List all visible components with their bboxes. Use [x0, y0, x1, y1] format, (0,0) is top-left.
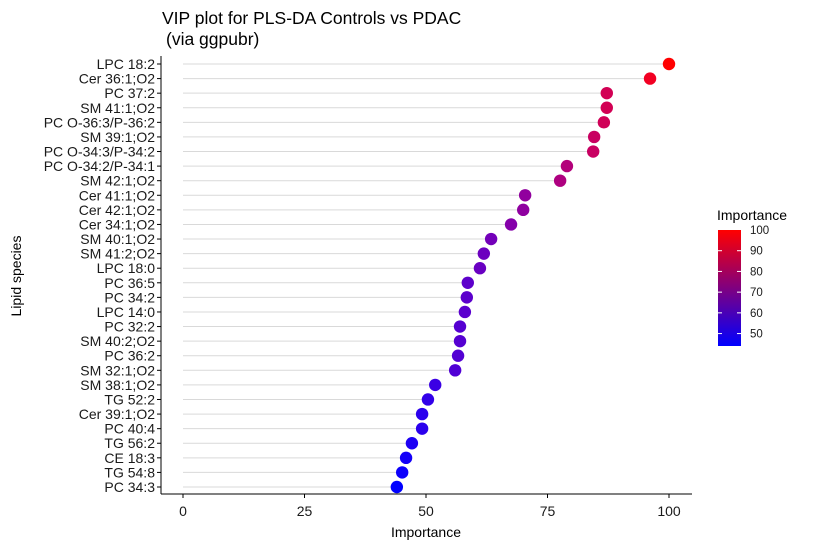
data-point: [390, 480, 404, 494]
y-tick-label: SM 42:1;O2: [80, 173, 155, 189]
data-point: [553, 174, 567, 187]
y-tick-label: Cer 36:1;O2: [79, 71, 155, 87]
y-tick-label: TG 54:8: [104, 464, 155, 480]
legend-tick-label: 80: [750, 266, 763, 278]
x-tick-label: 0: [179, 503, 187, 519]
data-point: [460, 291, 474, 304]
legend-title: Importance: [717, 207, 787, 223]
y-axis-label: Lipid species: [8, 236, 24, 317]
y-tick-label: PC 34:3: [104, 479, 155, 495]
y-tick-label: LPC 18:0: [97, 260, 156, 276]
y-tick-label: Cer 41:1;O2: [79, 187, 155, 203]
y-tick-label: PC O-34:2/P-34:1: [44, 158, 155, 174]
data-point: [429, 378, 442, 392]
y-tick-label: LPC 14:0: [97, 304, 156, 320]
y-tick-label: TG 52:2: [104, 391, 155, 407]
legend: Importance 50 60 70 80 90 100: [717, 207, 787, 346]
y-tick-label: SM 41:2;O2: [80, 246, 155, 262]
data-point: [461, 276, 474, 289]
data-point: [421, 393, 435, 406]
legend-tick-label: 70: [750, 287, 763, 299]
data-point: [451, 349, 465, 362]
data-point: [600, 101, 613, 114]
y-tick-label: PC 40:4: [104, 421, 155, 437]
y-tick-label: TG 56:2: [104, 435, 155, 451]
x-tick-label: 100: [657, 503, 681, 519]
data-point: [504, 218, 518, 231]
legend-tick-label: 100: [750, 225, 769, 237]
data-point: [395, 466, 409, 479]
segment-layer: [183, 63, 669, 488]
data-point: [473, 262, 487, 275]
y-tick-label: Cer 34:1;O2: [79, 216, 155, 232]
legend-tick-label: 60: [750, 308, 763, 320]
y-tick-label: LPC 18:2: [97, 56, 156, 72]
y-tick-label: Cer 42:1;O2: [79, 202, 155, 218]
data-point: [597, 116, 611, 129]
y-tick-label: SM 39:1;O2: [80, 129, 155, 145]
data-point: [586, 145, 600, 158]
data-point: [453, 320, 467, 333]
y-tick-label: PC 36:5: [104, 275, 155, 291]
x-tick-label: 50: [418, 503, 434, 519]
data-point: [518, 189, 532, 202]
data-point: [458, 305, 472, 319]
y-tick-label: PC 37:2: [104, 85, 155, 101]
x-tick-label: 25: [297, 503, 313, 519]
data-point: [587, 130, 601, 144]
legend-tick-label: 50: [750, 329, 763, 341]
y-tick-label: SM 32:1;O2: [80, 362, 155, 378]
y-tick-label: SM 40:2;O2: [80, 333, 155, 349]
y-tick-label: Cer 39:1;O2: [79, 406, 155, 422]
x-axis-ticks: 0 25 50 75 100: [179, 494, 681, 519]
point-layer: [390, 57, 676, 494]
legend-colorbar: [718, 230, 741, 346]
data-point: [643, 72, 657, 85]
y-tick-label: CE 18:3: [104, 450, 155, 466]
data-point: [415, 422, 429, 435]
x-tick-label: 75: [540, 503, 556, 519]
y-tick-label: PC 34:2: [104, 289, 155, 305]
data-point: [477, 247, 491, 260]
data-point: [448, 364, 462, 377]
y-tick-label: PC 32:2: [104, 319, 155, 335]
legend-ticks: 50 60 70 80 90 100: [718, 225, 769, 341]
chart-subtitle: (via ggpubr): [166, 29, 259, 49]
y-tick-label: SM 40:1;O2: [80, 231, 155, 247]
data-point: [560, 159, 574, 173]
data-point: [415, 407, 429, 421]
y-tick-label: SM 41:1;O2: [80, 100, 155, 116]
data-point: [399, 451, 413, 465]
data-point: [600, 86, 613, 100]
y-tick-label: PC O-34:3/P-34:2: [44, 144, 155, 160]
data-point: [453, 334, 467, 348]
y-tick-label: PC 36:2: [104, 348, 155, 364]
y-tick-label: SM 38:1;O2: [80, 377, 155, 393]
data-point: [517, 203, 530, 217]
y-tick-label: PC O-36:3/P-36:2: [44, 114, 155, 130]
x-axis-label: Importance: [391, 524, 461, 540]
data-point: [405, 437, 419, 450]
data-point: [484, 232, 498, 246]
data-point: [662, 57, 676, 71]
legend-tick-label: 90: [750, 246, 763, 258]
chart-title: VIP plot for PLS-DA Controls vs PDAC: [162, 8, 461, 28]
